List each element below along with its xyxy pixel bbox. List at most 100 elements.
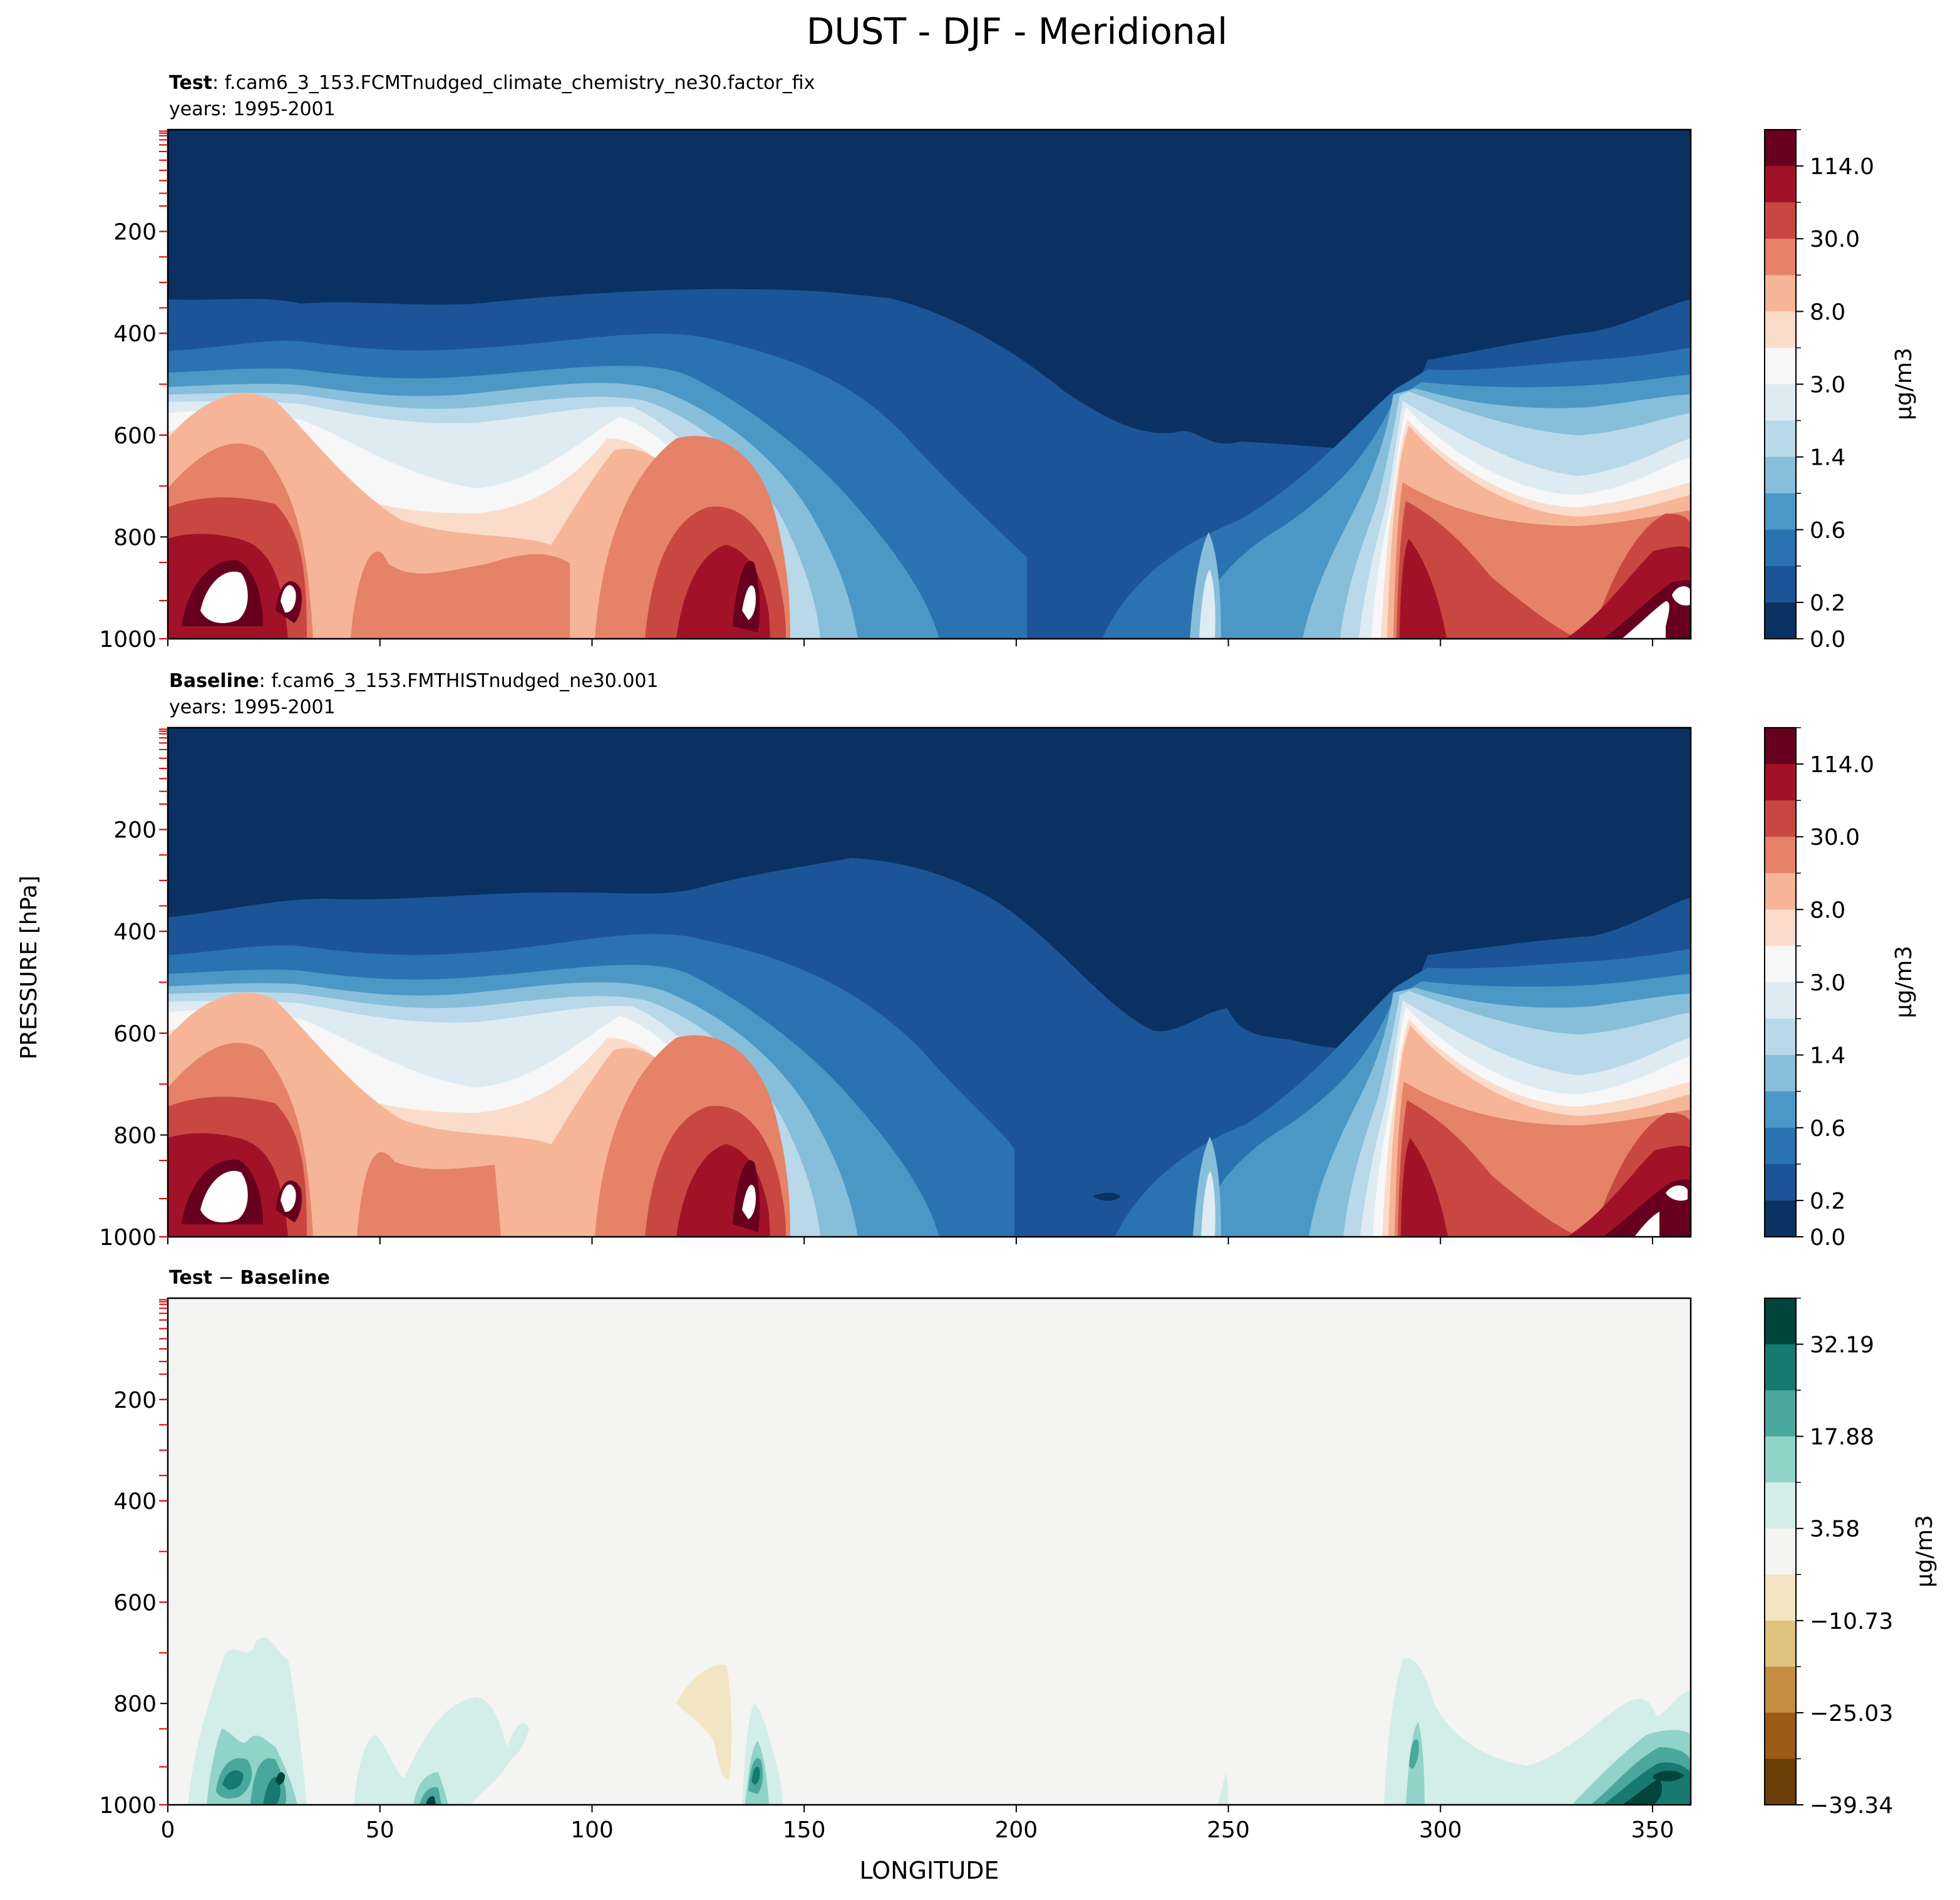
y-tick-label: 800	[113, 1123, 157, 1149]
x-tick-label: 0	[161, 1817, 175, 1843]
colorbar-swatch	[1765, 1200, 1796, 1237]
colorbar-swatch	[1765, 1436, 1796, 1483]
panel-difference-label-baseline: Baseline	[240, 1267, 330, 1289]
colorbar-test-label: μg/m3	[1891, 348, 1917, 420]
figure-title: DUST - DJF - Meridional	[807, 10, 1228, 53]
x-tick-label: 150	[783, 1817, 826, 1843]
colorbar-tick-label: 0.2	[1810, 1189, 1845, 1214]
panel-difference: Test − Baseline	[99, 1267, 1937, 1843]
panel-difference-label-test: Test	[169, 1267, 212, 1289]
colorbar-swatch	[1765, 1344, 1796, 1391]
panel-difference-x-ticks: 0 50 100 150 200 250 300 350	[161, 1805, 1674, 1843]
colorbar-tick-label: 1.4	[1810, 1043, 1845, 1069]
colorbar-tick-label: 32.19	[1810, 1333, 1874, 1358]
panel-baseline: Baseline: f.cam6_3_153.FMTHISTnudged_ne3…	[99, 670, 1917, 1251]
y-axis-label: PRESSURE [hPa]	[16, 875, 42, 1060]
colorbar-swatch	[1765, 873, 1796, 910]
panel-baseline-years: years: 1995-2001	[169, 696, 336, 718]
y-tick-label: 200	[113, 1388, 157, 1413]
y-tick-label: 1000	[99, 1225, 157, 1251]
colorbar-tick-label: 3.0	[1810, 971, 1845, 996]
colorbar-swatch	[1765, 800, 1796, 837]
colorbar-swatch	[1765, 1482, 1796, 1529]
panel-baseline-model-level-ticks	[159, 728, 168, 1237]
y-tick-label: 600	[113, 1590, 157, 1616]
colorbar-swatch	[1765, 311, 1796, 349]
colorbar-tick-label: 114.0	[1810, 154, 1874, 180]
colorbar-swatch	[1765, 420, 1796, 458]
colorbar-tick-label: 17.88	[1810, 1425, 1874, 1450]
colorbar-test-swatches	[1765, 130, 1796, 639]
colorbar-swatch	[1765, 348, 1796, 385]
colorbar-test: 114.0 30.0 8.0 3.0 1.4 0.6 0.2 0.0 μg/m3	[1764, 129, 1917, 653]
panel-baseline-label-rest: : f.cam6_3_153.FMTHISTnudged_ne30.001	[259, 670, 659, 692]
colorbar-swatch	[1765, 529, 1796, 567]
y-tick-label: 400	[113, 919, 157, 945]
y-tick-label: 800	[113, 525, 157, 550]
colorbar-tick-label: 0.6	[1810, 1116, 1845, 1142]
colorbar-swatch	[1765, 837, 1796, 874]
colorbar-swatch	[1765, 384, 1796, 421]
colorbar-swatch	[1765, 130, 1796, 167]
colorbar-swatch	[1765, 457, 1796, 494]
panel-test-label-bold: Test	[169, 72, 212, 94]
colorbar-swatch	[1765, 728, 1796, 765]
x-axis-label: LONGITUDE	[859, 1857, 999, 1884]
panel-baseline-label: Baseline: f.cam6_3_153.FMTHISTnudged_ne3…	[169, 670, 659, 692]
colorbar-swatch	[1765, 166, 1796, 203]
panel-test: Test: f.cam6_3_153.FCMTnudged_climate_ch…	[99, 72, 1917, 653]
colorbar-tick-label: 3.58	[1810, 1517, 1860, 1542]
colorbar-tick-label: −39.34	[1810, 1793, 1893, 1819]
colorbar-tick-label: 0.0	[1810, 1225, 1845, 1251]
colorbar-tick-label: 8.0	[1810, 897, 1845, 923]
colorbar-swatch	[1765, 565, 1796, 603]
y-tick-label: 1000	[99, 1793, 157, 1819]
colorbar-swatch	[1765, 1298, 1796, 1345]
panel-difference-model-level-ticks	[159, 1299, 168, 1805]
colorbar-swatch	[1765, 1390, 1796, 1437]
colorbar-swatch	[1765, 202, 1796, 239]
colorbar-swatch	[1765, 275, 1796, 312]
colorbar-tick-label: 1.4	[1810, 445, 1845, 471]
colorbar-swatch	[1765, 1528, 1796, 1575]
panel-test-field	[168, 130, 1691, 639]
colorbar-swatch	[1765, 946, 1796, 983]
colorbar-swatch	[1765, 1018, 1796, 1056]
colorbar-difference-swatches	[1765, 1298, 1796, 1805]
y-tick-label: 1000	[99, 627, 157, 653]
panel-test-label: Test: f.cam6_3_153.FCMTnudged_climate_ch…	[169, 72, 815, 94]
colorbar-swatch	[1765, 1574, 1796, 1621]
panel-test-x-tickmarks	[167, 639, 1654, 646]
y-tick-label: 400	[113, 1489, 157, 1515]
panel-test-years: years: 1995-2001	[169, 98, 336, 120]
panel-test-y-ticks: 200 400 600 800 1000	[99, 220, 168, 653]
colorbar-tick-label: −10.73	[1810, 1609, 1893, 1634]
y-tick-label: 200	[113, 818, 157, 844]
colorbar-swatch	[1765, 493, 1796, 530]
panel-test-model-level-ticks	[159, 130, 168, 639]
colorbar-baseline-ticks: 114.0 30.0 8.0 3.0 1.4 0.6 0.2 0.0	[1796, 727, 1874, 1251]
y-tick-label: 800	[113, 1691, 157, 1717]
panel-test-label-rest: : f.cam6_3_153.FCMTnudged_climate_chemis…	[212, 72, 815, 94]
colorbar-tick-label: 30.0	[1810, 227, 1860, 252]
x-tick-label: 100	[570, 1817, 614, 1843]
colorbar-tick-label: 30.0	[1810, 825, 1860, 850]
colorbar-test-ticks: 114.0 30.0 8.0 3.0 1.4 0.6 0.2 0.0	[1796, 129, 1874, 653]
panel-difference-label-minus: −	[212, 1267, 240, 1289]
colorbar-baseline: 114.0 30.0 8.0 3.0 1.4 0.6 0.2 0.0 μg/m3	[1764, 727, 1917, 1251]
colorbar-difference-label: μg/m3	[1912, 1515, 1937, 1588]
panel-baseline-x-tickmarks	[167, 1237, 1654, 1244]
colorbar-tick-label: 3.0	[1810, 373, 1845, 398]
y-tick-label: 600	[113, 1021, 157, 1047]
panel-difference-label: Test − Baseline	[169, 1267, 330, 1289]
colorbar-swatch	[1765, 1055, 1796, 1092]
colorbar-tick-label: 8.0	[1810, 299, 1845, 325]
colorbar-difference: 32.19 17.88 3.58 −10.73 −25.03 −39.34 μg/m3	[1764, 1298, 1937, 1819]
colorbar-swatch	[1765, 1127, 1796, 1165]
colorbar-difference-ticks: 32.19 17.88 3.58 −10.73 −25.03 −39.34	[1796, 1298, 1893, 1819]
x-tick-label: 300	[1419, 1817, 1462, 1843]
colorbar-swatch	[1765, 982, 1796, 1020]
colorbar-swatch	[1765, 1164, 1796, 1201]
colorbar-tick-label: 0.2	[1810, 591, 1845, 616]
